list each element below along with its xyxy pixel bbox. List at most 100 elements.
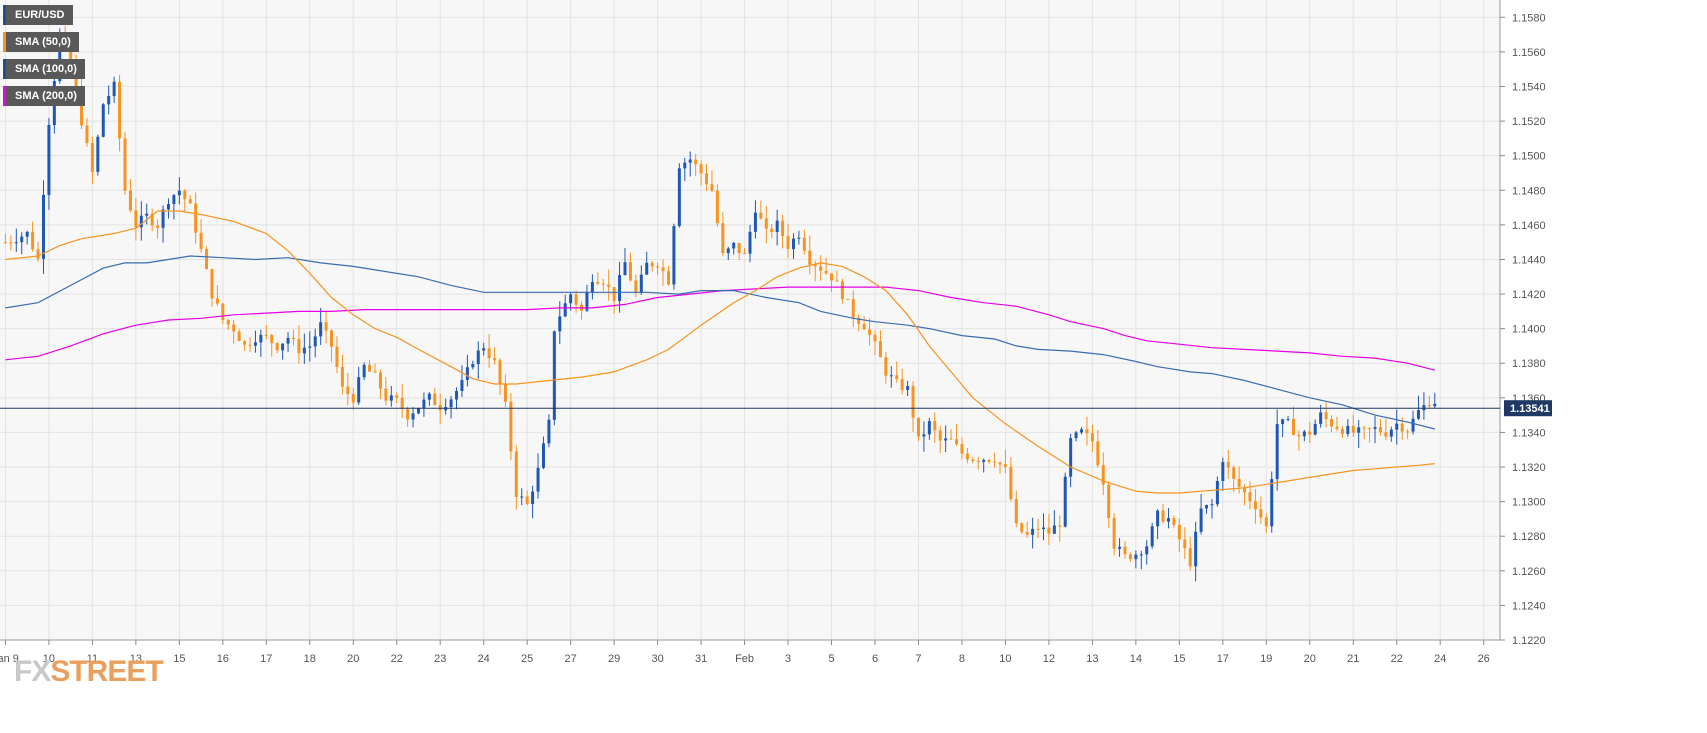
candle-body (351, 394, 355, 403)
candle-body (1378, 427, 1382, 433)
candle-body (183, 190, 187, 200)
candle-body (661, 267, 665, 272)
candle-body (1400, 423, 1404, 432)
y-tick-label: 1.1460 (1512, 220, 1546, 232)
y-tick-label: 1.1420 (1512, 289, 1546, 301)
candle-body (47, 125, 51, 195)
candle-body (493, 358, 497, 361)
candle-body (1221, 462, 1225, 482)
candle-body (955, 439, 959, 445)
legend-item-sma50[interactable]: SMA (50,0) (3, 32, 79, 52)
candle-body (128, 190, 132, 211)
candle-body (590, 281, 594, 293)
x-tick-label: 25 (521, 653, 533, 665)
candle-body (938, 430, 942, 441)
legend-item-sma200[interactable]: SMA (200,0) (3, 86, 85, 106)
x-tick-label: 20 (347, 653, 359, 665)
candle-body (438, 405, 442, 411)
legend-swatch-sma200 (3, 86, 6, 106)
candle-body (857, 317, 861, 324)
x-tick-label: 3 (785, 653, 791, 665)
x-tick-label: 22 (1391, 653, 1403, 665)
candle-body (525, 496, 529, 504)
y-tick-label: 1.1340 (1512, 427, 1546, 439)
x-tick-label: 27 (565, 653, 577, 665)
candle-body (1014, 499, 1018, 524)
y-tick-label: 1.1400 (1512, 324, 1546, 336)
y-tick-label: 1.1320 (1512, 462, 1546, 474)
candle-body (541, 443, 545, 468)
candle-body (156, 225, 160, 228)
candle-body (628, 262, 632, 281)
candle-body (688, 159, 692, 163)
candle-body (601, 283, 605, 285)
candle-body (1199, 508, 1203, 532)
candle-body (1215, 481, 1219, 505)
candle-body (1194, 531, 1198, 567)
plot-area (0, 0, 1500, 640)
x-tick-label: 10 (43, 653, 55, 665)
candle-body (1232, 467, 1236, 479)
y-tick-label: 1.1300 (1512, 497, 1546, 509)
legend-item-price[interactable]: EUR/USD (3, 5, 73, 25)
candle-body (145, 213, 149, 216)
candle-body (20, 236, 24, 243)
candle-body (802, 237, 806, 251)
candle-body (813, 264, 817, 267)
candle-body (618, 275, 622, 301)
candle-body (1085, 429, 1089, 434)
candle-body (1324, 412, 1328, 420)
time-axis-area (0, 640, 1500, 728)
candle-body (1264, 517, 1268, 527)
sma50-line (5, 210, 1435, 494)
y-tick-label: 1.1480 (1512, 185, 1546, 197)
candle-body (737, 242, 741, 254)
candle-body (253, 342, 257, 346)
candle-body (775, 220, 779, 233)
candle-body (1210, 504, 1214, 506)
candle-body (743, 253, 747, 255)
candle-body (1226, 462, 1230, 468)
candle-body (514, 451, 518, 497)
x-tick-label: 13 (130, 653, 142, 665)
candle-body (916, 417, 920, 437)
candle-body (1041, 527, 1045, 530)
legend-label-price: EUR/USD (15, 9, 65, 21)
candle-body (1047, 527, 1051, 534)
candle-body (264, 334, 268, 336)
y-tick-label: 1.1540 (1512, 81, 1546, 93)
candle-body (824, 270, 828, 274)
legend-item-sma100[interactable]: SMA (100,0) (3, 59, 85, 79)
candle-body (612, 287, 616, 301)
candle-body (9, 242, 13, 244)
candle-body (1291, 418, 1295, 435)
candle-body (373, 371, 377, 373)
candle-body (998, 462, 1002, 465)
candle-body (1183, 539, 1187, 549)
candle-body (1172, 518, 1176, 525)
candle-body (509, 401, 513, 452)
candle-body (85, 125, 89, 144)
candle-body (286, 337, 290, 344)
candle-body (933, 421, 937, 431)
x-tick-label: 22 (391, 653, 403, 665)
candle-body (503, 383, 507, 402)
candle-body (1177, 524, 1181, 540)
candle-body (781, 220, 785, 237)
candle-body (911, 386, 915, 418)
candle-body (1362, 427, 1366, 429)
candle-body (330, 330, 334, 347)
candle-body (335, 346, 339, 367)
candle-body (1346, 425, 1350, 434)
candle-body (237, 331, 241, 342)
candle-body (1395, 423, 1399, 430)
candle-body (1107, 484, 1111, 519)
candle-body (1058, 525, 1062, 527)
candle-body (748, 231, 752, 254)
candle-body (1025, 532, 1029, 535)
x-tick-label: Feb (735, 653, 754, 665)
candle-body (993, 461, 997, 463)
candle-body (226, 320, 230, 325)
candle-body (340, 366, 344, 387)
y-tick-label: 1.1220 (1512, 635, 1546, 647)
